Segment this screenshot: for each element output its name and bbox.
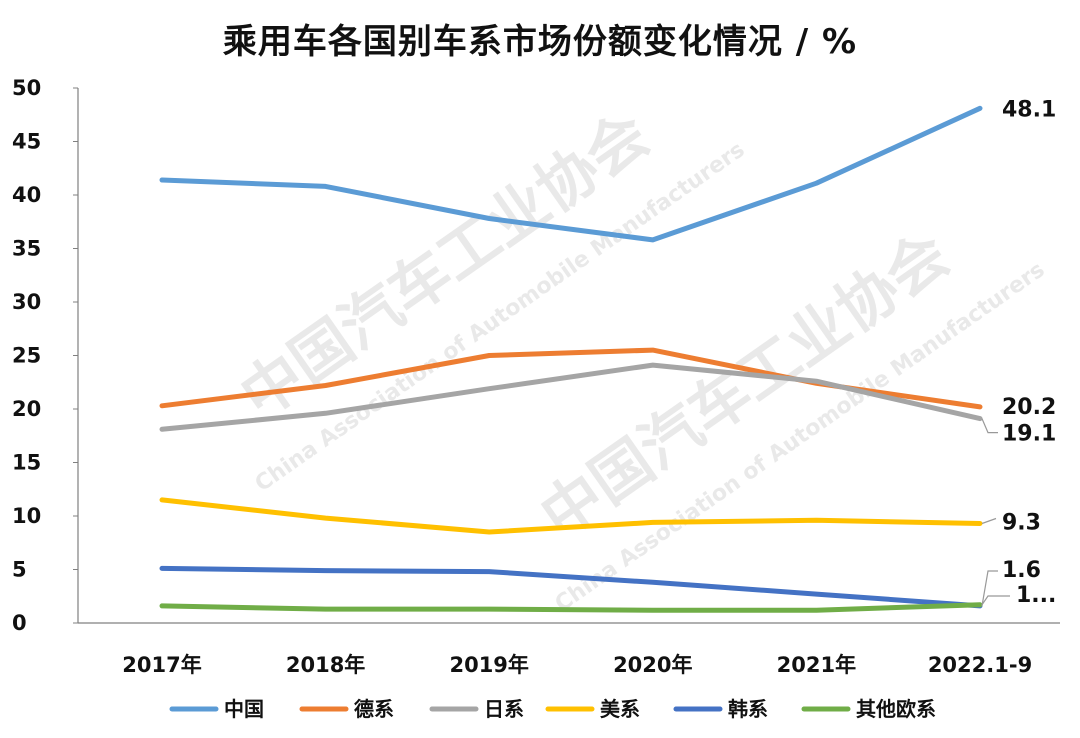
watermark-org-cn: 中国汽车工业协会 [228, 100, 661, 433]
x-tick-label: 2021年 [777, 653, 856, 677]
y-tick-label: 5 [12, 558, 27, 582]
y-tick-label: 50 [12, 76, 41, 100]
legend-label: 其他欧系 [856, 697, 936, 721]
label-leader-line [981, 595, 1010, 606]
y-tick-label: 40 [12, 183, 41, 207]
watermark-layer: 中国汽车工业协会 China Association of Automobile… [228, 100, 1049, 617]
data-label: 1.6 [1002, 558, 1041, 583]
x-tick-label: 2018年 [286, 653, 365, 677]
label-leader-line [981, 570, 998, 607]
x-tick-label: 2019年 [449, 653, 528, 677]
chart-title: 乘用车各国别车系市场份额变化情况 / % [222, 22, 858, 62]
y-tick-label: 15 [12, 451, 41, 475]
end-labels: 48.1 20.219.1 9.3 1.61... [981, 97, 1056, 608]
legend-label: 中国 [224, 697, 264, 721]
series-line [159, 362, 983, 432]
watermark-org-cn: 中国汽车工业协会 [528, 220, 961, 553]
series-layer [159, 105, 983, 613]
y-tick-label: 45 [12, 130, 41, 154]
label-leader-line [981, 517, 997, 525]
y-tick-label: 20 [12, 397, 41, 421]
x-tick-label: 2022.1-9 [928, 653, 1032, 677]
data-label: 48.1 [1002, 97, 1056, 122]
series-line [159, 105, 983, 243]
y-tick-label: 25 [12, 344, 41, 368]
y-tick-label: 0 [12, 611, 27, 635]
data-label: 19.1 [1002, 422, 1056, 447]
x-tick-label: 2017年 [122, 653, 201, 677]
data-label: 9.3 [1002, 510, 1041, 535]
series-line [159, 565, 983, 609]
y-tick-label: 30 [12, 290, 41, 314]
y-tick-label: 10 [12, 504, 41, 528]
series-line [159, 602, 983, 613]
legend-label: 德系 [354, 697, 394, 721]
legend-label: 日系 [484, 697, 524, 721]
axes: 0 5 10 15 20 25 30 35 40 45 50 2017年 2018年 2019年 2020年… [12, 76, 1060, 677]
legend-label: 韩系 [728, 697, 768, 721]
label-leader-line [981, 418, 998, 434]
legend: 中国 德系 日系 美系 韩系 其他欧系 [169, 697, 936, 721]
y-tick-label: 35 [12, 237, 41, 261]
data-label: 1... [1016, 583, 1056, 608]
data-label: 20.2 [1002, 395, 1056, 420]
x-tick-label: 2020年 [613, 653, 692, 677]
legend-label: 美系 [600, 697, 640, 721]
series-line [159, 497, 983, 535]
